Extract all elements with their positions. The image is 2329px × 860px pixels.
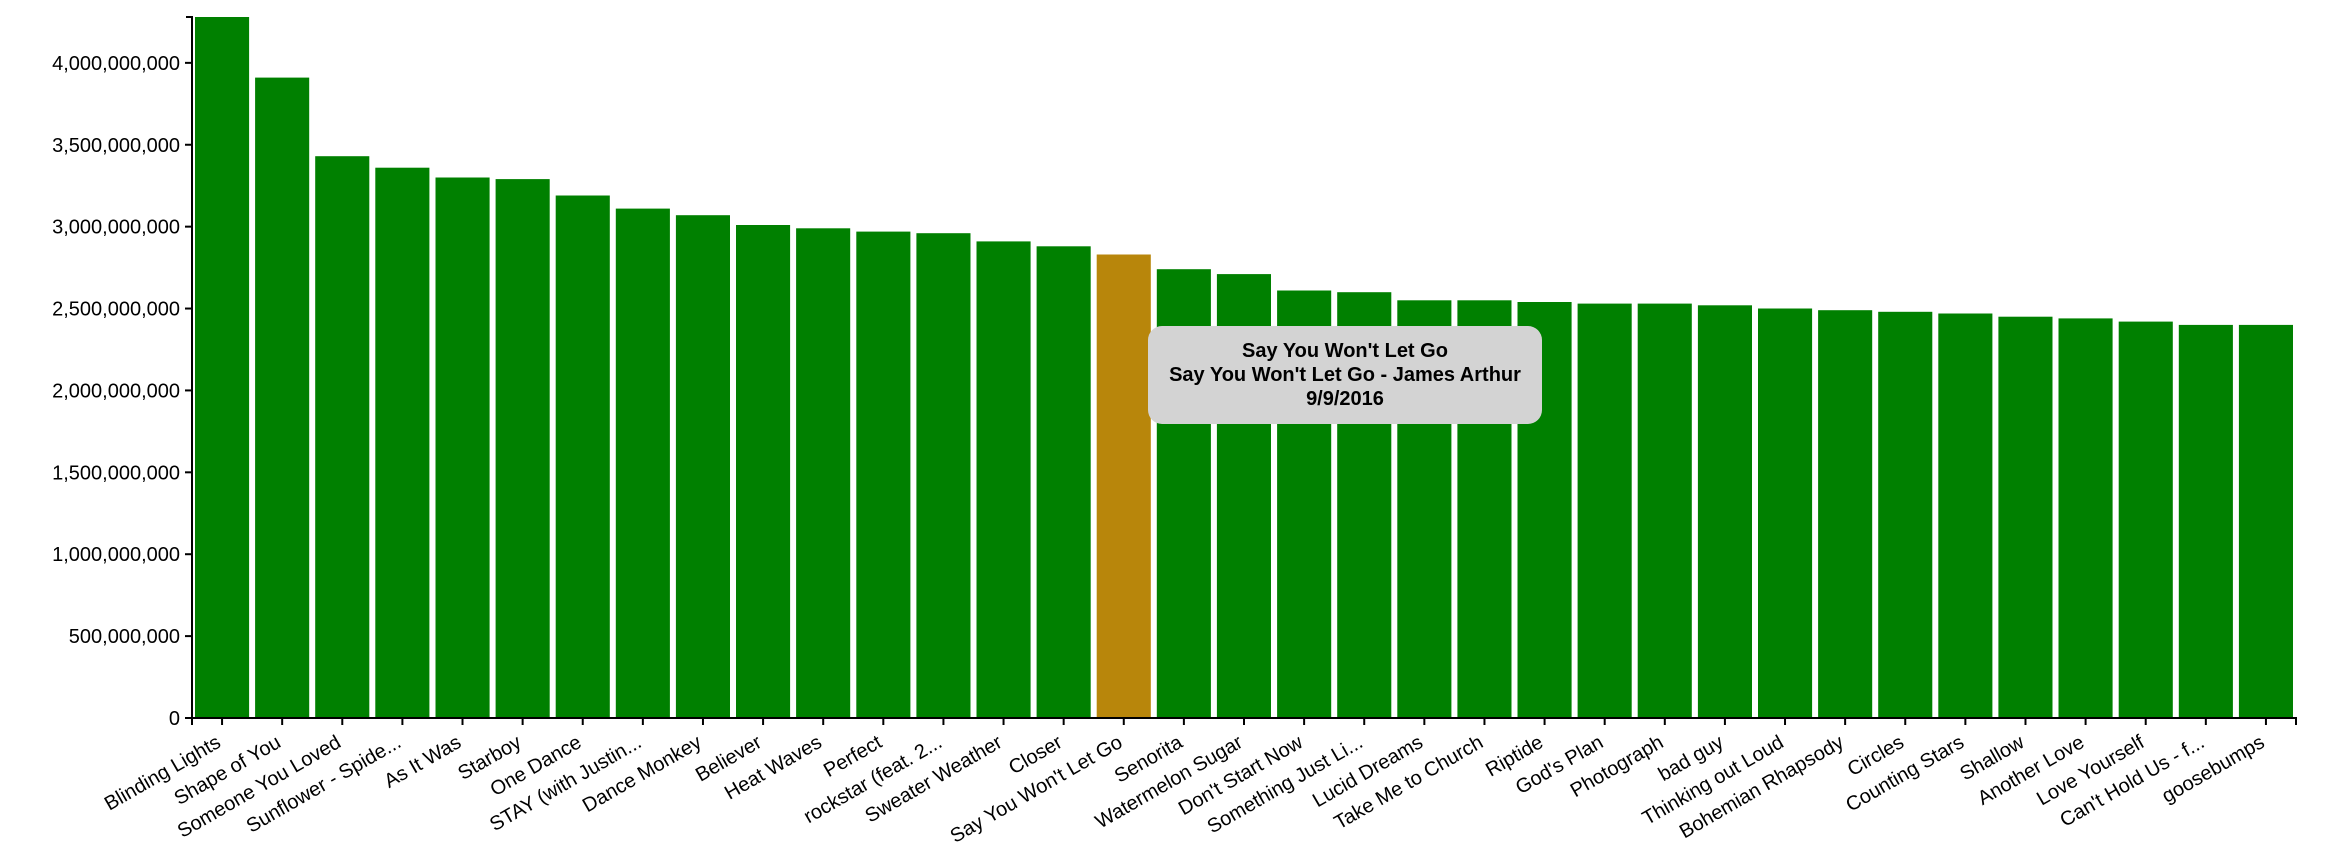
bar-tooltip: Say You Won't Let Go Say You Won't Let G… [1148, 326, 1542, 424]
y-tick-label: 500,000,000 [69, 626, 180, 648]
bar[interactable] [315, 156, 370, 718]
tooltip-title: Say You Won't Let Go [1242, 340, 1448, 362]
bar[interactable] [796, 228, 851, 719]
bar[interactable] [1637, 303, 1692, 718]
bar[interactable] [1096, 254, 1151, 719]
bar[interactable] [495, 179, 550, 719]
bar[interactable] [736, 225, 791, 718]
y-tick-label: 4,000,000,000 [52, 53, 180, 75]
bar[interactable] [1036, 246, 1091, 719]
bar[interactable] [856, 231, 911, 718]
bar[interactable] [1818, 310, 1873, 718]
bar[interactable] [255, 77, 310, 719]
y-tick-label: 1,000,000,000 [52, 544, 180, 566]
bar[interactable] [195, 17, 250, 718]
bar[interactable] [2178, 324, 2233, 718]
tooltip-subtitle: Say You Won't Let Go - James Arthur [1169, 364, 1521, 386]
bar[interactable] [555, 195, 610, 719]
bar[interactable] [2118, 321, 2173, 718]
bar[interactable] [1998, 316, 2053, 718]
bar[interactable] [435, 177, 490, 719]
y-tick-label: 1,500,000,000 [52, 462, 180, 484]
bar[interactable] [916, 233, 971, 718]
y-tick-label: 3,000,000,000 [52, 217, 180, 239]
tooltip-date: 9/9/2016 [1306, 388, 1384, 410]
bar[interactable] [375, 167, 430, 718]
bar[interactable] [1878, 311, 1933, 718]
y-tick-label: 0 [169, 708, 180, 730]
bar[interactable] [1577, 303, 1632, 718]
bar[interactable] [976, 241, 1031, 718]
y-axis-line [186, 16, 193, 719]
y-tick-label: 3,500,000,000 [52, 135, 180, 157]
bar[interactable] [615, 208, 670, 718]
bar[interactable] [2058, 318, 2113, 718]
bar[interactable] [675, 215, 730, 718]
bar[interactable] [1938, 313, 1993, 719]
bar[interactable] [1758, 308, 1813, 719]
bar[interactable] [2238, 324, 2293, 718]
y-tick-label: 2,500,000,000 [52, 299, 180, 321]
bar[interactable] [1697, 305, 1752, 718]
y-tick-label: 2,000,000,000 [52, 380, 180, 402]
